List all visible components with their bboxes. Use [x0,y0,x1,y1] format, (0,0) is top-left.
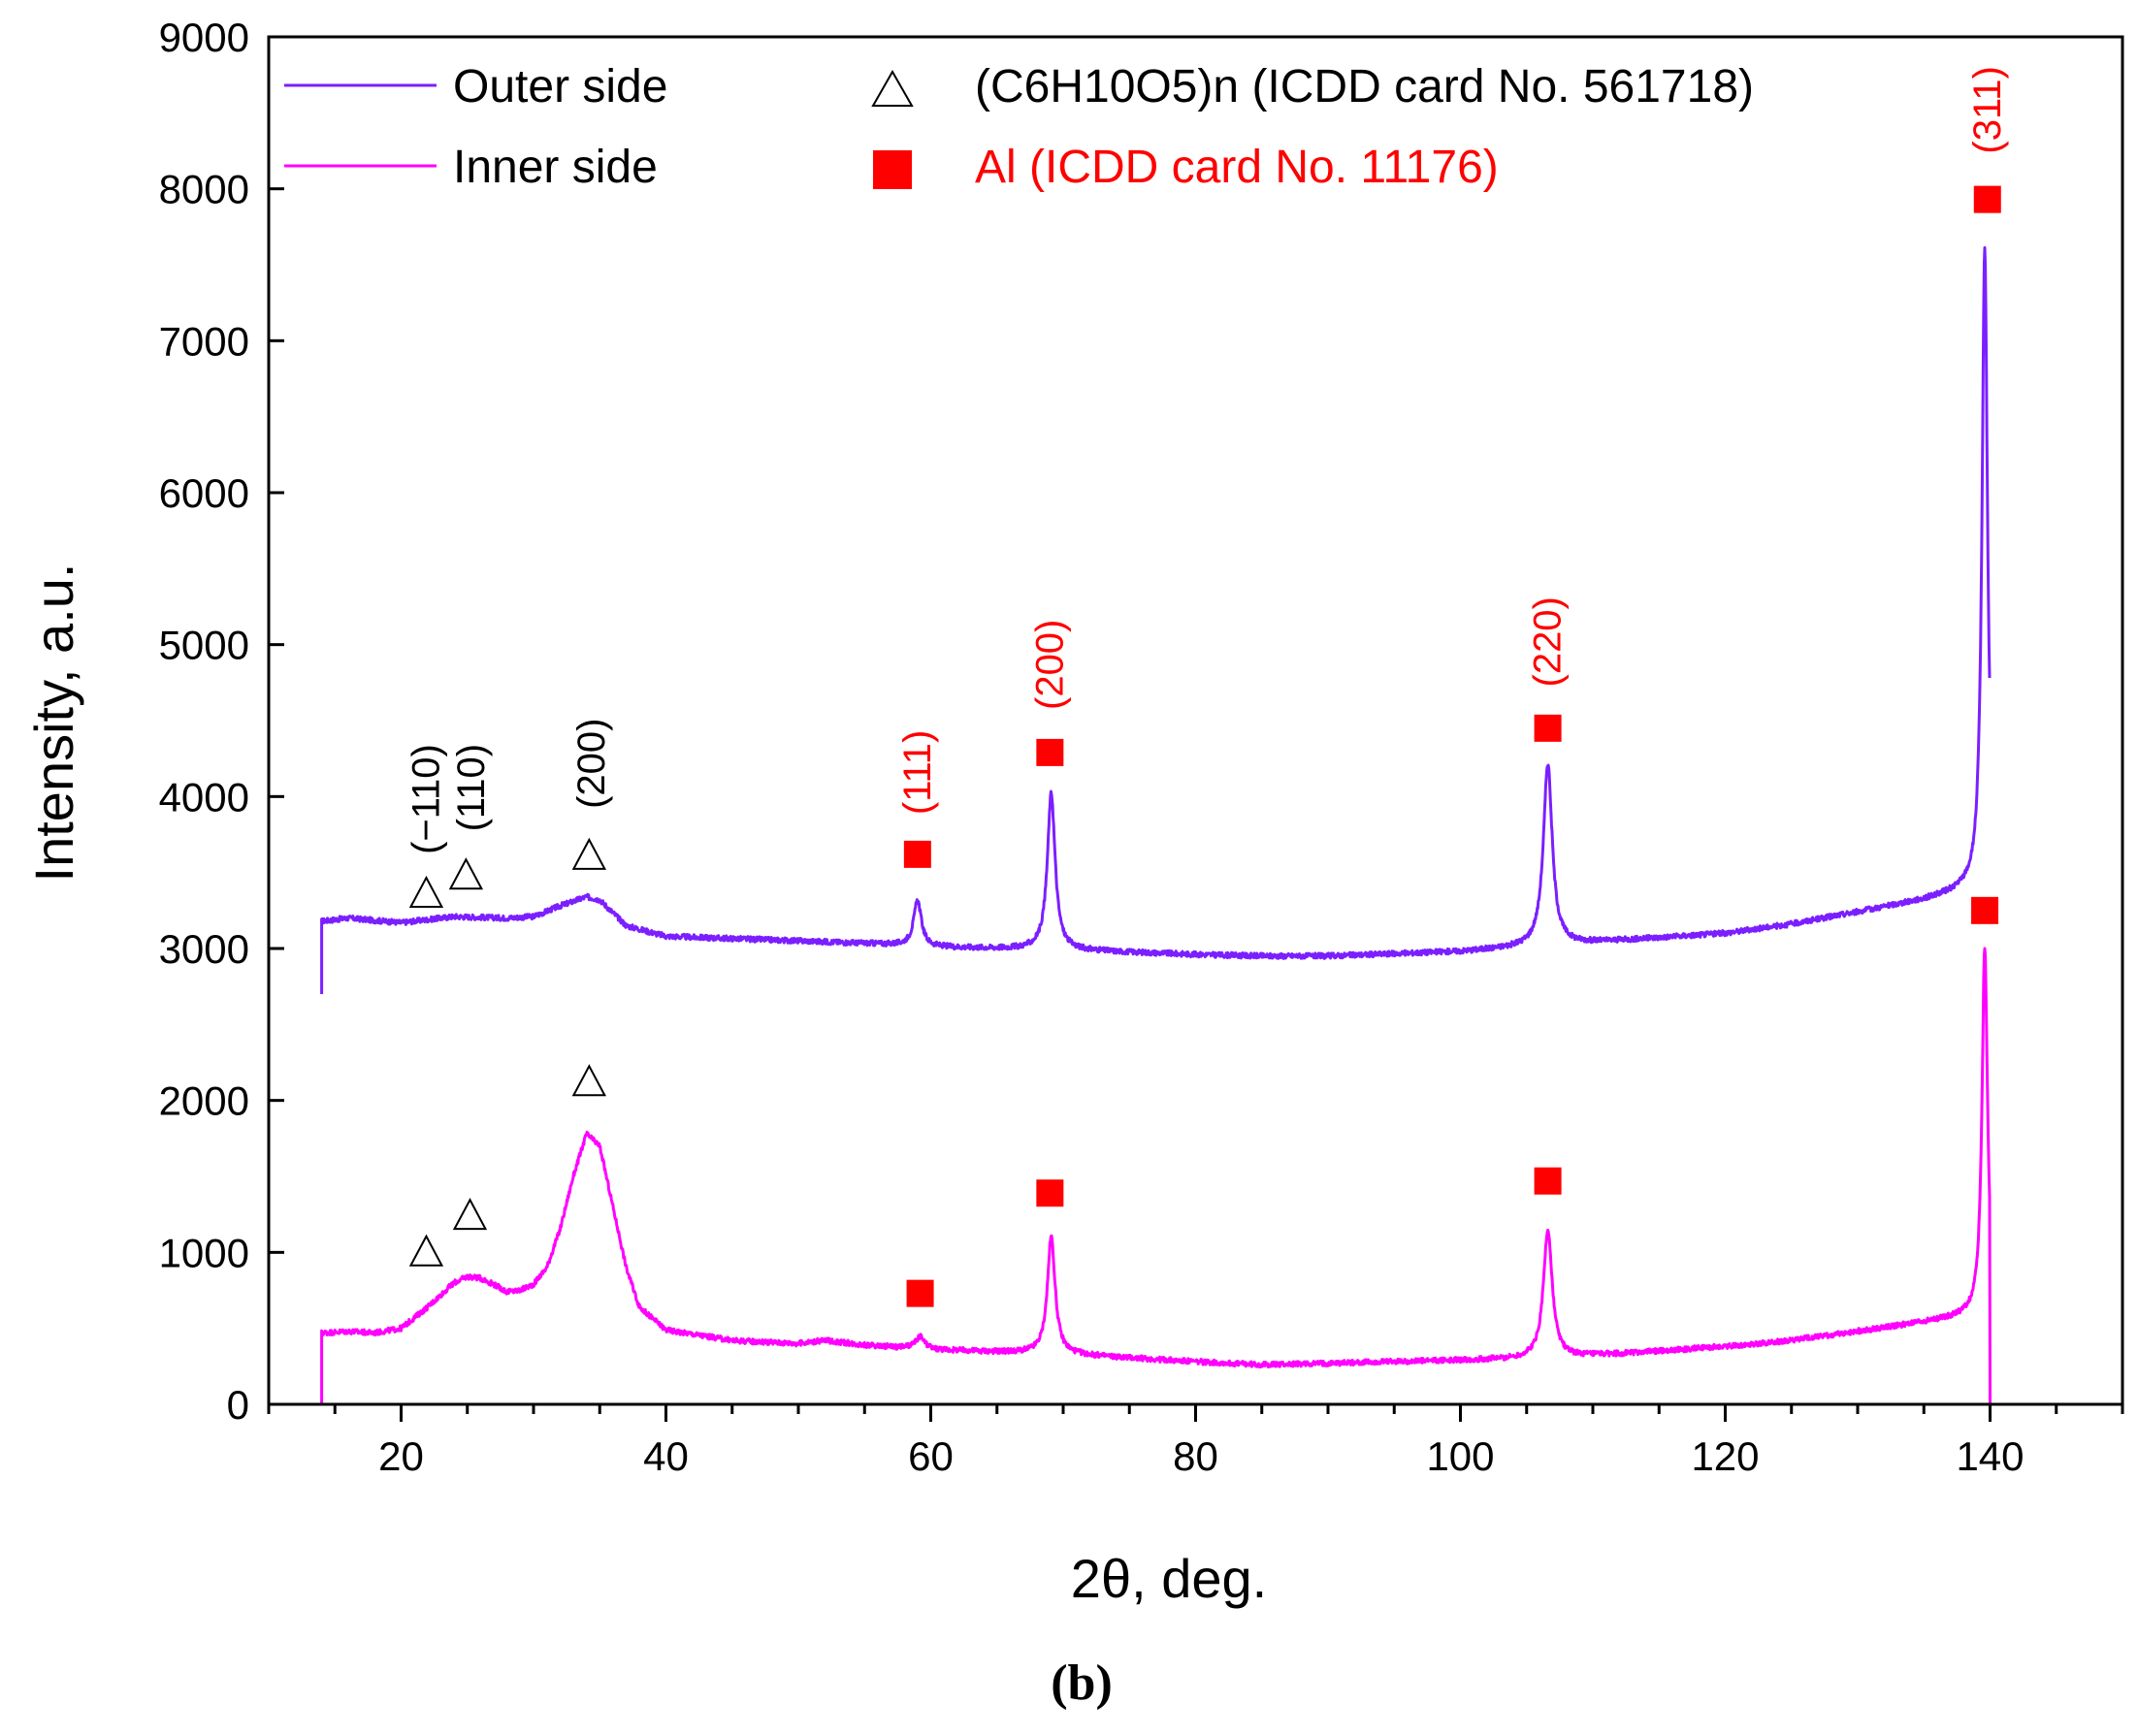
hkl-label: (200) [1028,620,1071,710]
y-tick-label: 6000 [159,470,249,516]
triangle-marker [448,857,484,890]
annotation-layer: (−110) (110) (200) (111) (200) (220) (311) [405,66,2009,1307]
square-marker [1036,1179,1064,1207]
square-marker [1036,738,1064,766]
hkl-label: (111) [896,730,939,815]
y-tick-label: 5000 [159,623,249,668]
y-tick-label: 2000 [159,1078,249,1124]
plot-frame [267,35,2124,1406]
x-tick-label: 140 [1956,1433,2024,1479]
square-marker [1973,185,2001,213]
square-marker [1534,714,1562,742]
y-tick-label: 0 [227,1382,249,1428]
series-layer [320,245,1992,1405]
x-tick-label: 80 [1173,1433,1218,1479]
x-tick-label: 60 [908,1433,954,1479]
triangle-marker [408,1234,444,1267]
square-marker [1534,1167,1562,1195]
series-line-inner-side [320,947,1992,1405]
x-tick-label: 100 [1426,1433,1494,1479]
triangle-marker [571,837,606,870]
legend-triangle-marker [871,69,914,107]
y-tick-label: 1000 [159,1230,249,1275]
y-tick-label: 4000 [159,774,249,820]
hkl-label: (200) [570,719,613,809]
hkl-label: (220) [1527,596,1570,687]
triangle-marker [408,875,444,909]
x-tick-label: 20 [378,1433,424,1479]
triangle-marker [452,1198,488,1231]
hkl-label: (110) [450,744,493,831]
x-tick-label: 40 [643,1433,689,1479]
y-tick-label: 9000 [159,15,249,60]
legend-square-marker [873,150,912,189]
figure-caption: (b) [1051,1656,1113,1711]
legend-label: Inner side [453,142,658,193]
axes: 0 1000 2000 3000 4000 5000 6000 7000 8000 9000 20 4… [159,15,2124,1479]
legend-label: (C6H10O5)n (ICDD card No. 561718) [975,61,1754,113]
hkl-label: (−110) [405,744,447,854]
square-marker [1971,896,1999,924]
y-tick-label: 3000 [159,926,249,972]
square-marker [906,1279,934,1307]
legend-label: Al (ICDD card No. 11176) [975,142,1499,193]
series-line-outer-side [320,245,1992,994]
triangle-marker [571,1064,606,1097]
legend-label: Outer side [453,61,667,113]
y-tick-label: 8000 [159,167,249,212]
hkl-label: (311) [1966,66,2009,153]
y-tick-label: 7000 [159,318,249,364]
x-axis-title: 2θ, deg. [1071,1548,1267,1609]
y-axis-title: Intensity, a.u. [23,563,84,883]
legend: Outer side Inner side (C6H10O5)n (ICDD car… [284,61,1754,193]
square-marker [903,840,931,868]
x-tick-label: 120 [1691,1433,1759,1479]
